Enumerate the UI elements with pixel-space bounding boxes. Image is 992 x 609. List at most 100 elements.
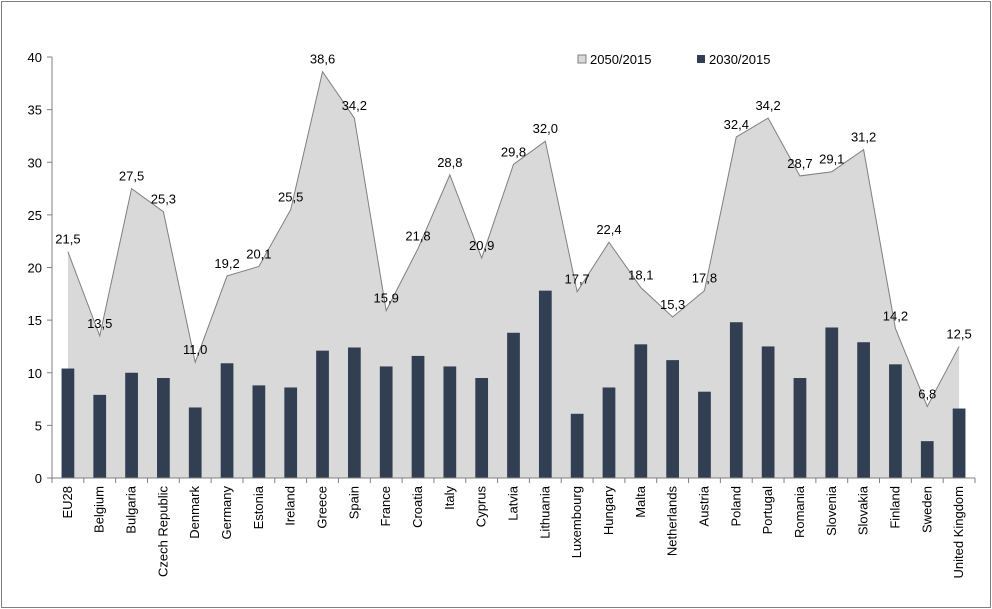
data-label: 14,2 bbox=[883, 309, 908, 324]
legend-swatch bbox=[577, 54, 587, 64]
x-tick-label: United Kingdom bbox=[951, 486, 966, 579]
x-tick-label: EU28 bbox=[60, 486, 75, 519]
y-tick-label: 20 bbox=[28, 261, 42, 276]
x-tick-label: Bulgaria bbox=[124, 485, 139, 533]
bar bbox=[538, 290, 552, 478]
x-tick-label: Hungary bbox=[601, 486, 616, 536]
x-tick-label: Slovenia bbox=[824, 485, 839, 536]
x-tick-label: Spain bbox=[346, 486, 361, 519]
data-label: 27,5 bbox=[119, 169, 144, 184]
data-label: 31,2 bbox=[851, 130, 876, 145]
x-tick-label: Romania bbox=[792, 485, 807, 538]
data-label: 29,8 bbox=[501, 144, 526, 159]
data-label: 28,8 bbox=[437, 155, 462, 170]
bar bbox=[125, 372, 138, 478]
bar bbox=[61, 368, 75, 478]
x-tick-label: France bbox=[378, 486, 393, 526]
data-label: 17,7 bbox=[564, 272, 589, 287]
bar bbox=[188, 407, 202, 478]
x-tick-label: Greece bbox=[315, 486, 330, 529]
data-label: 25,3 bbox=[151, 192, 176, 207]
x-tick-label: Luxembourg bbox=[569, 486, 584, 558]
y-tick-label: 15 bbox=[28, 313, 42, 328]
x-tick-label: Cyprus bbox=[474, 486, 489, 528]
data-label: 29,1 bbox=[819, 152, 844, 167]
y-tick-label: 0 bbox=[35, 471, 42, 486]
x-tick-label: Slovakia bbox=[856, 485, 871, 535]
y-tick-label: 30 bbox=[28, 155, 42, 170]
data-label: 38,6 bbox=[310, 52, 335, 67]
legend-swatch bbox=[697, 55, 705, 63]
bar bbox=[920, 441, 934, 478]
bar bbox=[252, 385, 266, 478]
data-label: 32,0 bbox=[533, 121, 558, 136]
data-label: 15,9 bbox=[374, 291, 399, 306]
bar bbox=[507, 332, 520, 478]
bar bbox=[411, 355, 425, 478]
y-tick-label: 40 bbox=[28, 50, 42, 65]
data-label: 20,9 bbox=[469, 238, 494, 253]
bar bbox=[729, 322, 743, 478]
data-label: 34,2 bbox=[755, 98, 780, 113]
data-label: 17,8 bbox=[692, 271, 717, 286]
x-tick-label: Austria bbox=[696, 485, 711, 526]
bar bbox=[475, 378, 489, 478]
bar bbox=[93, 394, 107, 478]
x-tick-label: Estonia bbox=[251, 485, 266, 529]
data-label: 34,2 bbox=[342, 98, 367, 113]
y-tick-label: 35 bbox=[28, 103, 42, 118]
bar bbox=[379, 366, 393, 478]
area-line bbox=[67, 70, 960, 408]
x-tick-label: Ireland bbox=[283, 486, 298, 526]
x-tick-label: Croatia bbox=[410, 485, 425, 528]
x-tick-label: Belgium bbox=[92, 486, 107, 533]
bar bbox=[857, 342, 870, 478]
bar bbox=[952, 408, 966, 478]
data-label: 21,8 bbox=[405, 229, 430, 244]
data-label: 22,4 bbox=[596, 222, 621, 237]
data-label: 21,5 bbox=[55, 232, 80, 247]
x-tick-label: Latvia bbox=[506, 485, 521, 520]
x-tick-label: Germany bbox=[219, 486, 234, 540]
data-label: 32,4 bbox=[724, 117, 749, 132]
bar bbox=[761, 346, 775, 478]
x-tick-label: Malta bbox=[633, 485, 648, 518]
data-label: 15,3 bbox=[660, 297, 685, 312]
bar bbox=[889, 364, 902, 478]
data-label: 6,8 bbox=[918, 386, 936, 401]
bar bbox=[347, 347, 361, 478]
x-tick-label: Czech Republic bbox=[155, 486, 170, 578]
data-label: 19,2 bbox=[214, 256, 239, 271]
bar bbox=[698, 391, 711, 478]
bar bbox=[157, 378, 170, 478]
data-label: 13,5 bbox=[87, 316, 112, 331]
legend-label: 2030/2015 bbox=[709, 52, 770, 67]
bar bbox=[220, 363, 234, 478]
data-label: 28,7 bbox=[787, 156, 812, 171]
legend-label: 2050/2015 bbox=[590, 52, 651, 67]
x-tick-label: Sweden bbox=[919, 486, 934, 533]
bar bbox=[284, 387, 298, 478]
x-tick-label: Portugal bbox=[760, 486, 775, 535]
x-tick-label: Lithuania bbox=[537, 485, 552, 539]
y-tick-label: 10 bbox=[28, 366, 42, 381]
bar bbox=[634, 344, 648, 478]
data-label: 18,1 bbox=[628, 267, 653, 282]
data-label: 20,1 bbox=[246, 246, 271, 261]
data-label: 12,5 bbox=[946, 326, 971, 341]
bar bbox=[793, 378, 807, 478]
y-tick-label: 25 bbox=[28, 208, 42, 223]
y-tick-label: 5 bbox=[35, 418, 42, 433]
x-tick-label: Netherlands bbox=[665, 486, 680, 557]
bar bbox=[443, 366, 457, 478]
bar bbox=[825, 327, 839, 478]
data-label: 11,0 bbox=[183, 342, 207, 357]
bar bbox=[602, 387, 616, 478]
bar bbox=[316, 350, 329, 478]
bar bbox=[570, 413, 584, 478]
x-tick-label: Denmark bbox=[187, 486, 202, 539]
x-tick-label: Italy bbox=[442, 486, 457, 510]
bar bbox=[666, 360, 680, 478]
x-tick-label: Finland bbox=[887, 486, 902, 529]
